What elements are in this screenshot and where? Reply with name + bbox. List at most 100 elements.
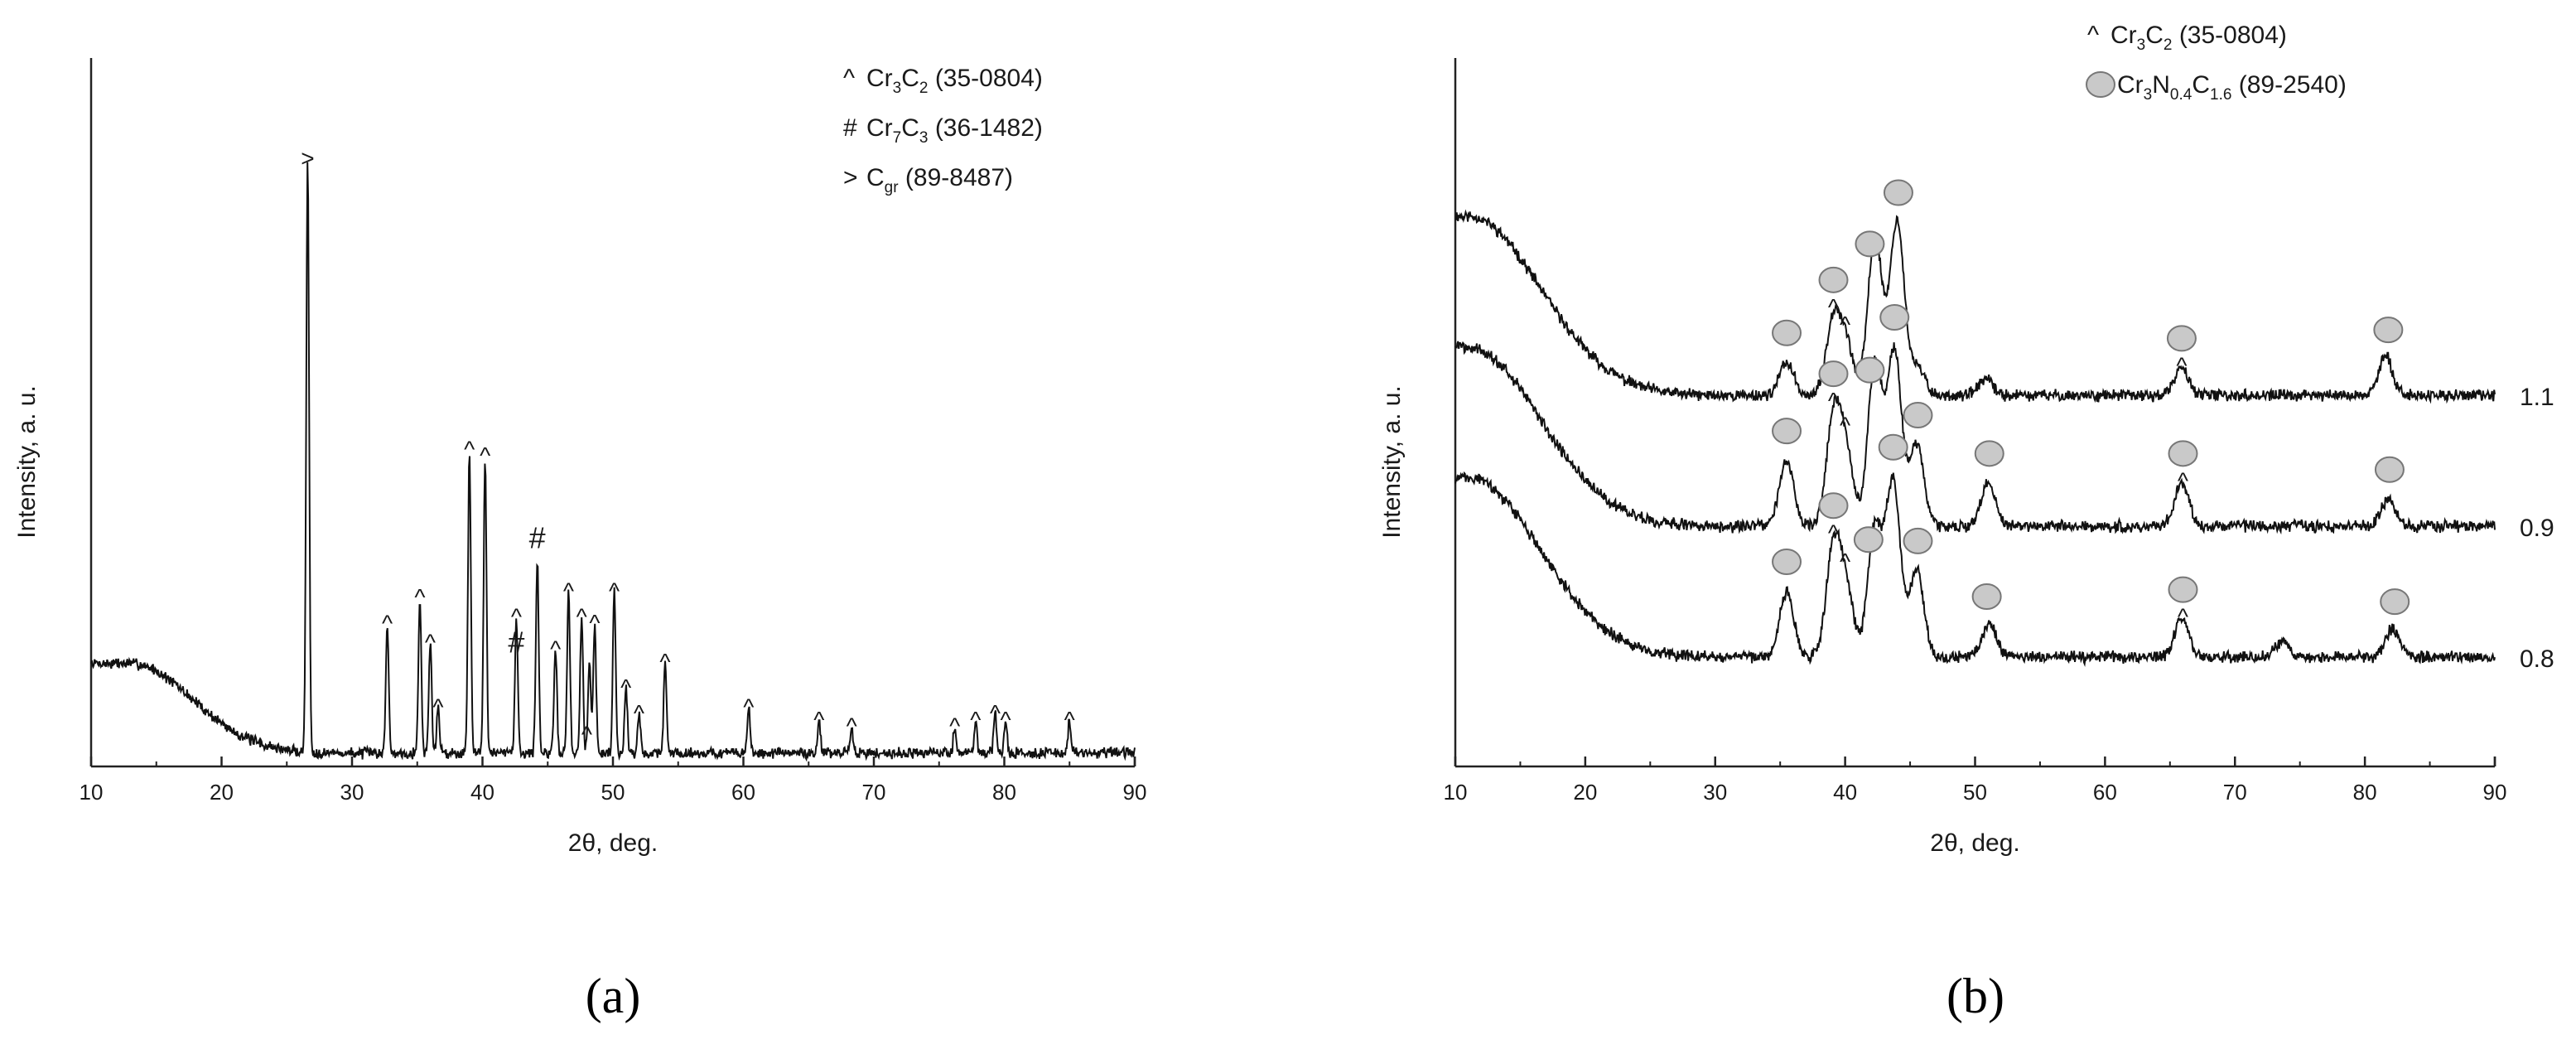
legend-entry: Cr3N0.4C1.6 (89-2540) — [2117, 71, 2347, 104]
peak-marker: ^ — [425, 630, 436, 655]
x-tick-label: 70 — [2223, 780, 2247, 805]
peak-marker: ^ — [1840, 549, 1850, 574]
peak-marker: ^ — [2176, 352, 2187, 378]
legend-entry: Cgr (89-8487) — [866, 164, 1013, 196]
legend-entry-part: Cr — [866, 114, 893, 142]
x-tick-label: 20 — [1573, 780, 1597, 805]
legend-entry-part: (35-0804) — [928, 65, 1042, 92]
x-tick-label: 10 — [1444, 780, 1468, 805]
x-tick-label: 70 — [862, 780, 886, 805]
peak-marker: ^ — [1064, 707, 1075, 732]
legend-entry-part: Cr — [2110, 22, 2137, 49]
x-tick-label: 50 — [601, 780, 625, 805]
phase-circle-marker — [1903, 527, 1933, 554]
peak-marker: ^ — [1840, 412, 1850, 437]
legend-entry-part: C — [901, 114, 919, 142]
panel-b: 10 20 30 40 50 60 70 80 90 2θ, deg. Intensity, a. … — [1378, 22, 2554, 1023]
peak-marker: ^ — [414, 584, 425, 610]
legend-entry-part: gr — [885, 179, 900, 196]
phase-circle-marker — [1818, 360, 1849, 388]
peak-marker: ^ — [659, 649, 670, 674]
peak-marker: ^ — [1828, 388, 1839, 413]
peak-marker: ^ — [1840, 312, 1850, 337]
legend-marker: # — [843, 114, 857, 142]
legend-entry-part: N — [2152, 71, 2170, 99]
x-tick-label: 90 — [1123, 780, 1147, 805]
x-tick-label: 80 — [992, 780, 1016, 805]
phase-circle-marker — [2373, 317, 2404, 344]
phase-circle-marker — [1772, 549, 1802, 576]
legend-entry-part: (36-1482) — [928, 114, 1042, 142]
peak-marker: ^ — [634, 700, 644, 726]
panel-label: (b) — [1946, 969, 2004, 1023]
x-tick-label: 30 — [1703, 780, 1727, 805]
peak-marker: ^ — [432, 694, 443, 719]
peak-marker: # — [529, 521, 546, 555]
phase-circle-marker — [1772, 319, 1802, 346]
legend-entry-part: 3 — [919, 129, 929, 147]
peak-marker: ^ — [609, 578, 620, 603]
legend-entry-part: 3 — [2144, 86, 2153, 104]
series-line — [1454, 209, 2496, 404]
legend-entry-part: 1.6 — [2210, 86, 2231, 104]
peak-marker: ^ — [563, 578, 574, 603]
x-tick-label: 40 — [470, 780, 494, 805]
x-tick-label: 30 — [340, 780, 364, 805]
peak-marker: ^ — [1828, 294, 1839, 320]
phase-circle-marker — [1883, 179, 1913, 206]
legend-entry-part: 7 — [893, 129, 902, 147]
x-tick-label: 20 — [210, 780, 234, 805]
phase-circle-marker — [1903, 402, 1933, 429]
peak-marker: ^ — [620, 674, 631, 700]
legend-entry-part: 3 — [2137, 36, 2146, 54]
phase-circle-marker — [2168, 440, 2198, 467]
peak-marker: ^ — [847, 713, 857, 739]
peak-marker: ^ — [550, 636, 561, 661]
peak-marker: ^ — [2178, 467, 2188, 493]
peak-marker: > — [301, 146, 314, 172]
series-label: 1.1 — [2520, 384, 2554, 411]
legend-entry-part: Cr — [2117, 71, 2144, 99]
x-tick-label: 50 — [1963, 780, 1987, 805]
legend-entry: Cr3C2 (35-0804) — [2110, 22, 2287, 54]
legend-entry-part: 2 — [919, 80, 929, 97]
x-tick-label: 80 — [2353, 780, 2377, 805]
series-label: 0.9 — [2520, 515, 2554, 542]
legend-entry-part: C — [2145, 22, 2164, 49]
peak-marker: ^ — [576, 603, 587, 629]
legend-entry-part: C — [866, 164, 885, 191]
peak-marker: ^ — [970, 707, 981, 732]
phase-circle-marker — [1855, 230, 1885, 258]
peak-marker: ^ — [813, 707, 824, 732]
phase-circle-marker — [2166, 325, 2197, 352]
peak-marker: ^ — [743, 694, 754, 719]
panel-label: (a) — [586, 969, 641, 1023]
legend-entry-part: 2 — [2164, 36, 2173, 54]
peak-marker: # — [508, 625, 524, 659]
phase-circle-marker — [1879, 303, 1910, 331]
legend-marker: > — [843, 164, 858, 191]
panel-a: 10 20 30 40 50 60 70 80 90 2θ, deg. Intensity, a. … — [13, 58, 1146, 1023]
phase-circle-marker — [1878, 433, 1908, 461]
y-axis-title: Intensity, a. u. — [13, 385, 41, 539]
phase-circle-marker — [2380, 588, 2410, 616]
legend-entry-part: 0.4 — [2170, 86, 2192, 104]
series-line — [1454, 471, 2496, 667]
phase-circle-marker — [1974, 440, 2004, 467]
phase-circle-marker — [2374, 456, 2405, 483]
peak-marker: ^ — [589, 610, 600, 636]
x-axis-title: 2θ, deg. — [568, 829, 658, 857]
legend-marker: ^ — [2087, 22, 2099, 49]
phase-circle-marker — [1853, 526, 1884, 554]
peak-marker: ^ — [949, 713, 960, 739]
peak-marker: ^ — [990, 700, 1001, 726]
legend-entry: Cr3C2 (35-0804) — [866, 65, 1043, 97]
x-axis-title: 2θ, deg. — [1930, 829, 2019, 857]
legend-entry: Cr7C3 (36-1482) — [866, 114, 1043, 147]
legend-entry-part: (89-8487) — [899, 164, 1013, 191]
series-line — [1454, 341, 2496, 535]
phase-circle-marker — [1818, 266, 1849, 293]
legend-entry-part: C — [2192, 71, 2210, 99]
series-label: 0.8 — [2520, 645, 2554, 673]
